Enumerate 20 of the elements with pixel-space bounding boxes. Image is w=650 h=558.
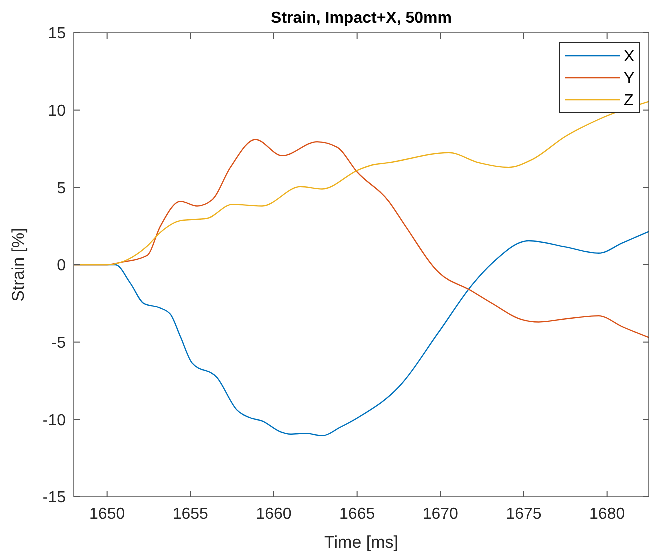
x-tick-label: 1650 bbox=[90, 506, 126, 523]
y-tick-label: 10 bbox=[48, 102, 66, 120]
x-tick-label: 1660 bbox=[256, 506, 292, 523]
chart-title: Strain, Impact+X, 50mm bbox=[271, 10, 452, 27]
y-tick-label: -15 bbox=[42, 490, 66, 507]
y-tick-label: 15 bbox=[48, 26, 66, 43]
x-axis-title: Time [ms] bbox=[324, 533, 398, 552]
y-tick-label: 5 bbox=[57, 180, 66, 198]
legend-label: Y bbox=[624, 70, 635, 88]
y-tick-label: 0 bbox=[57, 258, 66, 275]
legend-label: X bbox=[624, 48, 635, 66]
x-tick-label: 1655 bbox=[172, 506, 209, 523]
y-tick-label: -5 bbox=[52, 334, 66, 352]
x-tick-label: 1665 bbox=[340, 506, 376, 523]
x-tick-label: 1680 bbox=[590, 506, 626, 523]
y-axis-title: Strain [%] bbox=[9, 228, 28, 302]
x-tick-label: 1670 bbox=[422, 506, 459, 523]
y-tick-label: -10 bbox=[42, 412, 66, 430]
x-tick-label: 1675 bbox=[506, 506, 542, 523]
legend-label: Z bbox=[624, 92, 634, 110]
